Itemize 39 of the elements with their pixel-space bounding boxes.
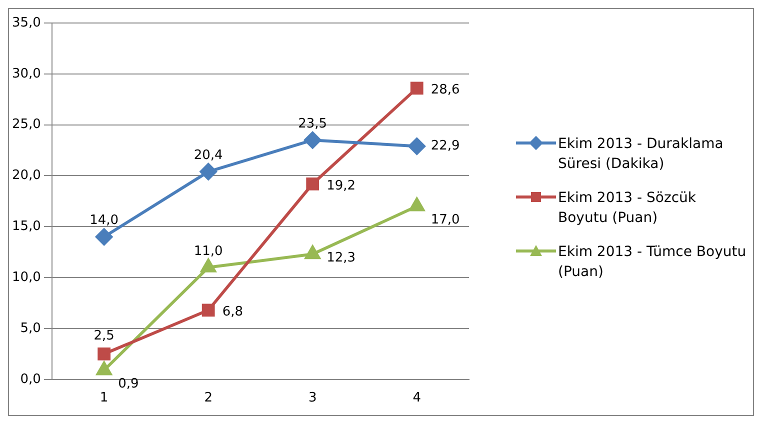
point <box>96 228 113 246</box>
point <box>202 304 215 317</box>
y-tick-label: 5,0 <box>20 320 41 336</box>
x-tick-label: 1 <box>100 390 108 406</box>
point <box>304 132 322 149</box>
y-tick-label: 35,0 <box>12 15 41 30</box>
data-label: 23,5 <box>298 116 328 132</box>
point <box>96 362 112 376</box>
x-tick-label: 3 <box>308 390 317 406</box>
data-label: 22,9 <box>430 138 460 154</box>
data-label: 19,2 <box>326 178 356 194</box>
x-tick-label: 4 <box>412 390 422 406</box>
data-label: 0,9 <box>118 376 139 392</box>
point <box>306 177 320 190</box>
data-label: 14,0 <box>90 213 119 228</box>
y-tick-label: 10,0 <box>12 270 41 285</box>
point <box>409 198 424 212</box>
legend-label: Ekim 2013 - Sözcük Boyutu (Puan) <box>558 189 697 228</box>
legend-label: Ekim 2013 - Duraklama Süresi (Dakika) <box>558 135 724 174</box>
y-tick-label: 30,0 <box>12 66 41 82</box>
point <box>410 82 424 95</box>
data-label: 2,5 <box>94 328 114 344</box>
point <box>98 347 111 360</box>
point <box>305 246 320 260</box>
y-tick-label: 15,0 <box>12 219 41 234</box>
y-tick-label: 0,0 <box>20 372 41 387</box>
point <box>200 258 216 272</box>
point <box>200 163 217 180</box>
data-label: 28,6 <box>430 82 460 98</box>
data-label: 12,3 <box>326 250 356 266</box>
y-tick-label: 20,0 <box>12 168 41 184</box>
data-label: 11,0 <box>194 244 223 259</box>
legend-label: Ekim 2013 - Tümce Boyutu (Puan) <box>558 243 748 282</box>
point <box>408 138 426 155</box>
data-label: 17,0 <box>430 212 460 228</box>
y-tick-label: 25,0 <box>12 117 41 132</box>
data-label: 20,4 <box>194 148 223 164</box>
data-label: 6,8 <box>222 304 244 320</box>
x-tick-label: 2 <box>204 390 212 406</box>
